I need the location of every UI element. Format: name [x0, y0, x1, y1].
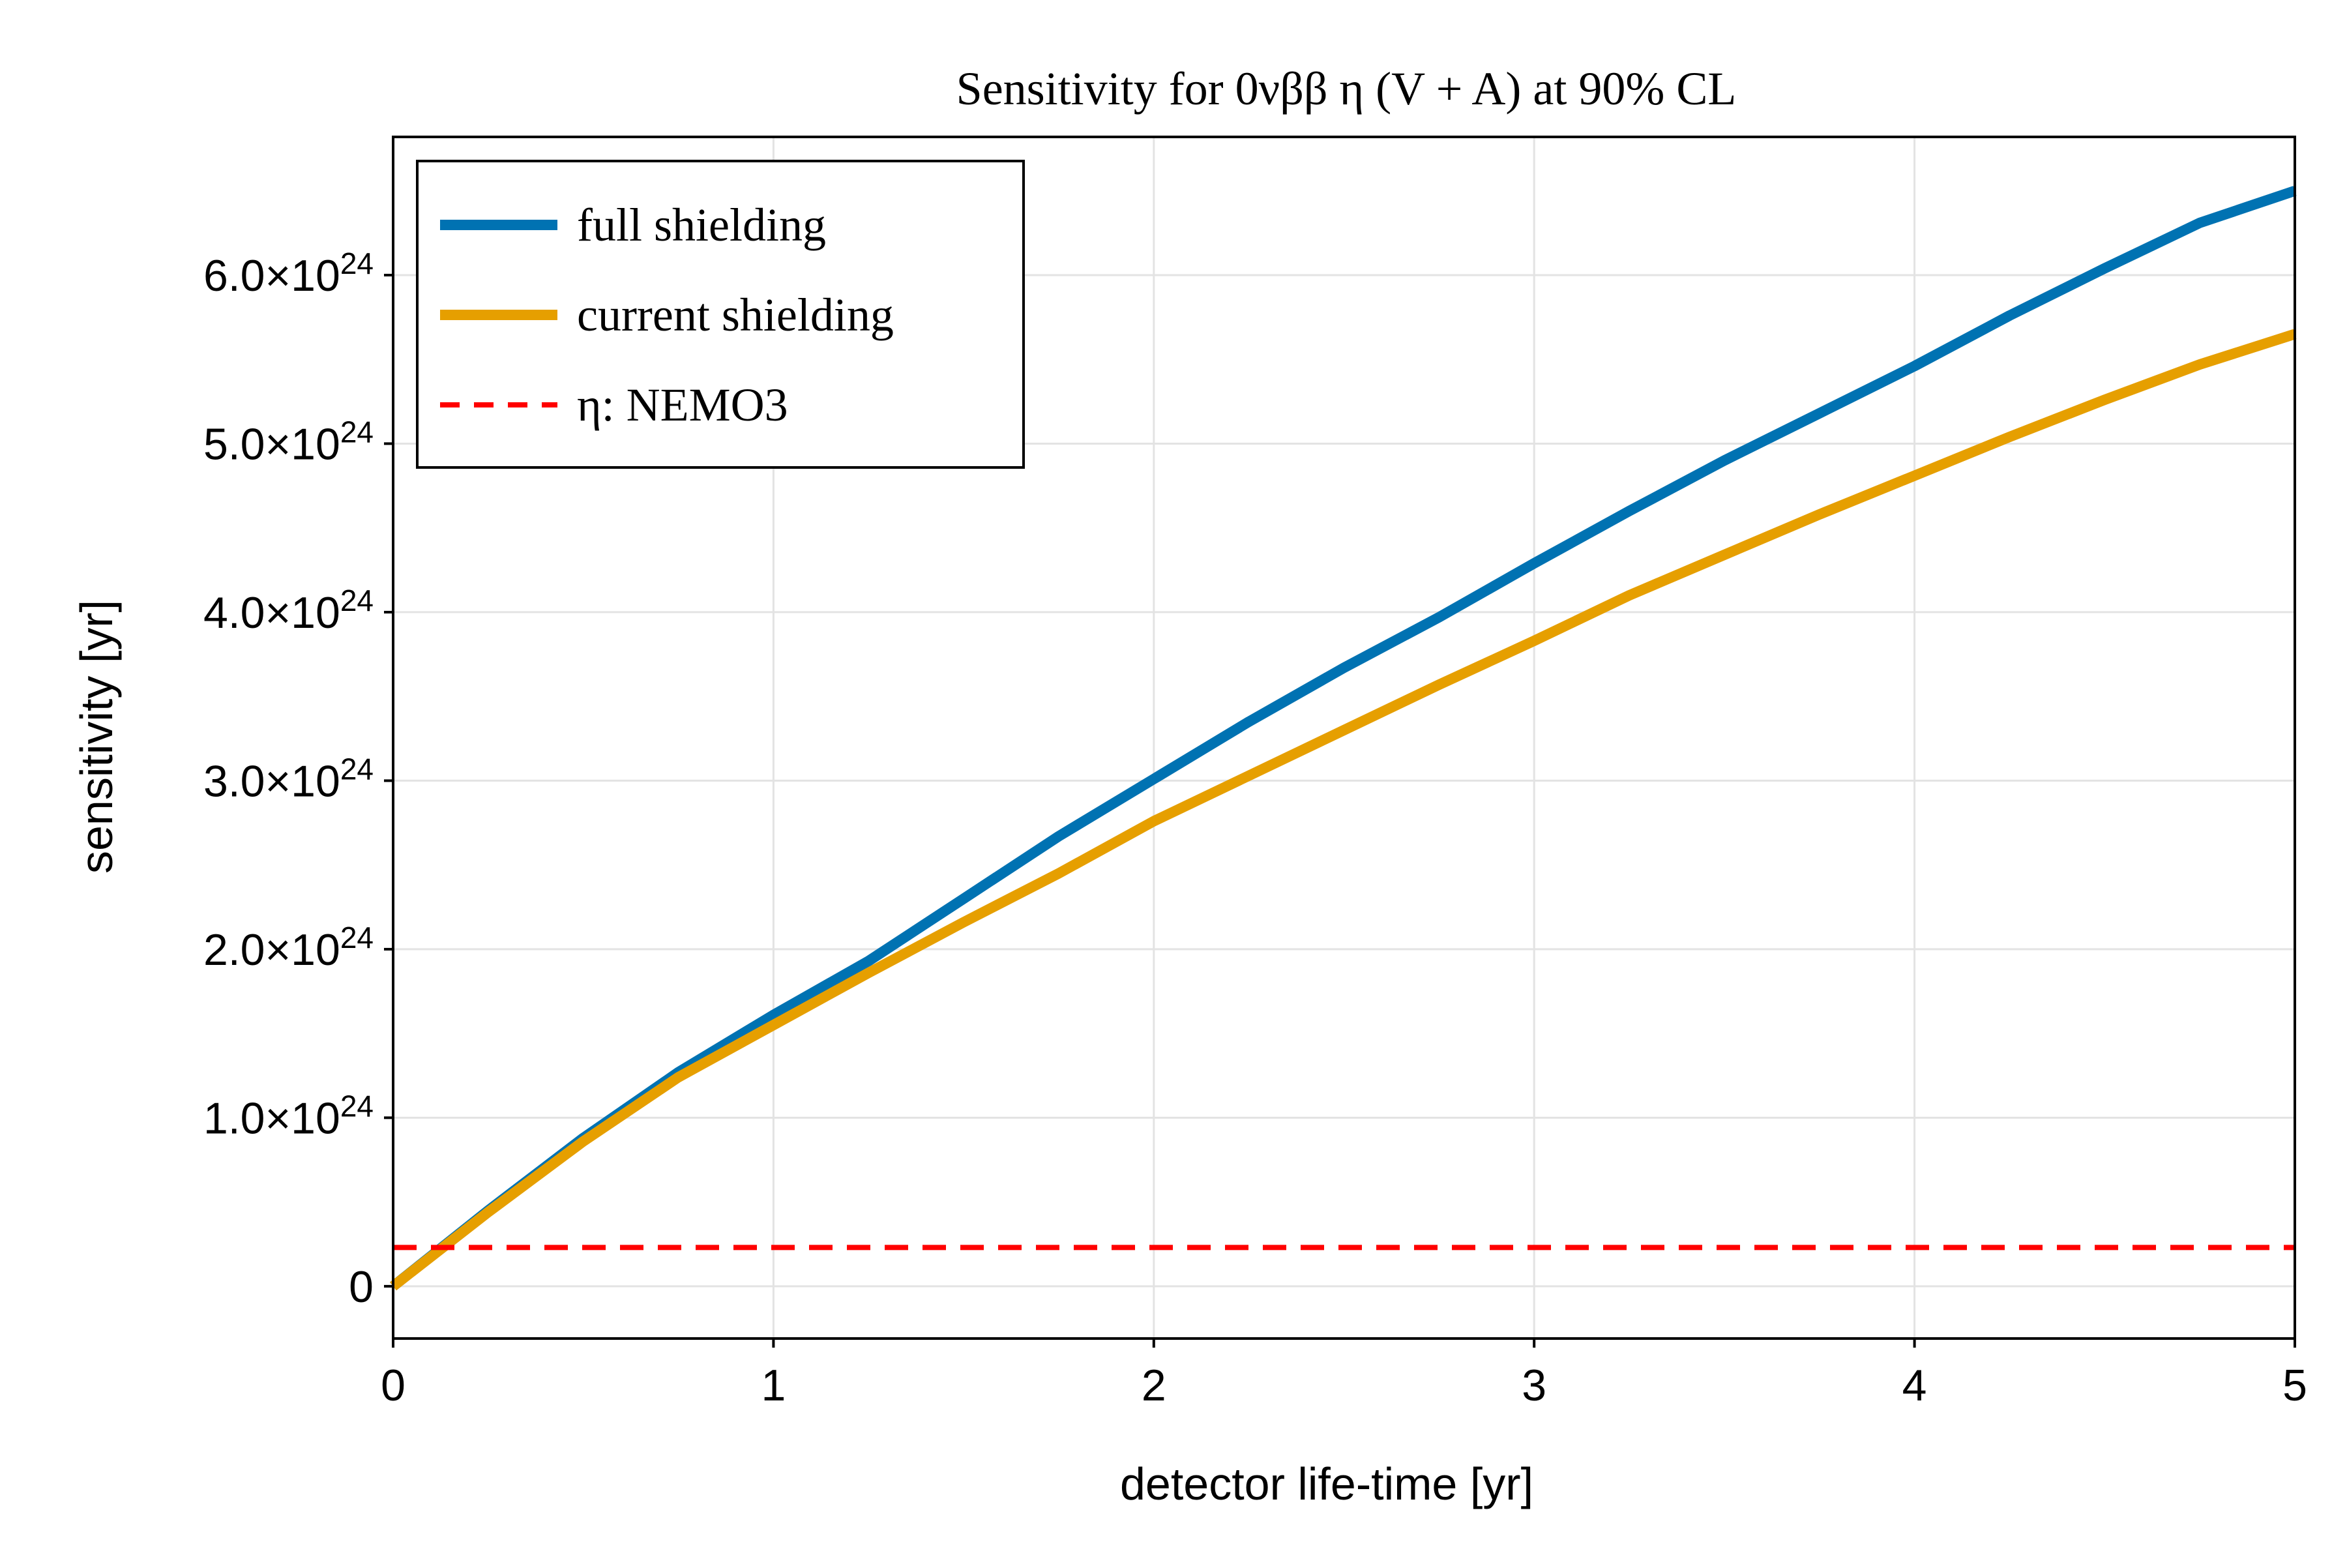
grid-lines: [392, 137, 2296, 1339]
legend: full shielding current shielding η: NEMO3: [416, 160, 1025, 469]
plot-frame: [392, 136, 2296, 1340]
plot-series: [390, 186, 2297, 1291]
x-tick-label: 0: [381, 1361, 406, 1410]
y-axis-label: sensitivity [yr]: [71, 600, 122, 874]
y-axis-ticks: 0 1.0×1024 2.0×1024 3.0×1024 4.0×1024 5.0×102…: [203, 246, 393, 1312]
x-tick-label: 5: [2282, 1361, 2307, 1410]
y-tick-label: 3.0×1024: [203, 752, 374, 806]
y-tick-label: 2.0×1024: [203, 921, 374, 975]
x-tick-label: 2: [1142, 1361, 1166, 1410]
x-axis-ticks: 0 1 2 3 4 5: [381, 1339, 2307, 1410]
legend-items: full shielding current shielding η: NEMO3: [440, 199, 894, 431]
series-line-0: [390, 186, 2297, 1291]
y-tick-label: 6.0×1024: [203, 246, 374, 301]
x-tick-label: 4: [1902, 1361, 1927, 1410]
legend-label-0: full shielding: [577, 199, 826, 251]
legend-label-2: η: NEMO3: [577, 379, 788, 431]
series-line-1: [390, 329, 2297, 1291]
x-tick-label: 3: [1522, 1361, 1546, 1410]
y-tick-label: 0: [349, 1262, 374, 1312]
chart-title: Sensitivity for 0νββ η (V + A) at 90% CL: [956, 63, 1737, 115]
x-tick-label: 1: [761, 1361, 786, 1410]
x-axis-label: detector life-time [yr]: [1120, 1458, 1533, 1509]
legend-label-1: current shielding: [577, 289, 894, 341]
y-tick-label: 4.0×1024: [203, 584, 374, 638]
y-tick-label: 5.0×1024: [203, 415, 374, 469]
y-tick-label: 1.0×1024: [203, 1089, 374, 1143]
